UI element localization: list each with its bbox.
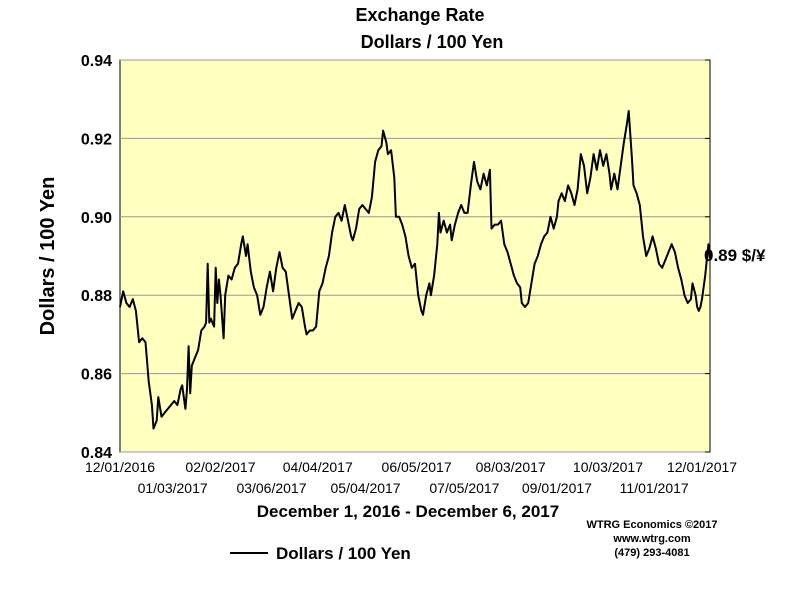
x-tick-label: 06/05/2017 (382, 459, 452, 475)
chart-title: Exchange Rate (355, 5, 484, 25)
y-tick-label: 0.94 (81, 53, 112, 70)
y-tick-label: 0.84 (81, 445, 112, 462)
x-tick-label: 01/03/2017 (138, 480, 208, 496)
x-tick-label: 08/03/2017 (476, 459, 546, 475)
y-tick-label: 0.90 (81, 210, 112, 227)
chart-subtitle: Dollars / 100 Yen (361, 32, 504, 52)
x-tick-label: 07/05/2017 (429, 480, 499, 496)
y-axis-label: Dollars / 100 Yen (37, 177, 59, 336)
x-tick-label: 04/04/2017 (283, 459, 353, 475)
y-tick-label: 0.88 (81, 288, 112, 305)
series-line-dollars-per-100-yen (119, 110, 711, 430)
x-tick-label: 12/01/2016 (85, 459, 155, 475)
x-tick-label: 11/01/2017 (620, 480, 689, 496)
y-tick-label: 0.92 (81, 131, 112, 148)
x-tick-label: 05/04/2017 (331, 480, 401, 496)
credit-line-2: www.wtrg.com (612, 533, 690, 545)
y-tick-label: 0.86 (81, 367, 112, 384)
credit-line-1: WTRG Economics ©2017 (587, 519, 718, 531)
x-tick-label: 09/01/2017 (522, 480, 592, 496)
x-tick-label: 12/01/2017 (667, 459, 737, 475)
x-axis-ticks: 12/01/2016 02/02/2017 04/04/2017 06/05/2017… (85, 459, 737, 496)
credit-line-3: (479) 293-4081 (614, 547, 689, 559)
x-axis-label: December 1, 2016 - December 6, 2017 (257, 502, 559, 521)
x-tick-label: 03/06/2017 (236, 480, 306, 496)
x-tick-label: 10/03/2017 (573, 459, 643, 475)
x-tick-label: 02/02/2017 (185, 459, 255, 475)
end-value-label: 0.89 $/¥ (704, 246, 766, 265)
y-axis-ticks: 0.94 0.92 0.90 0.88 0.86 0.84 (81, 53, 112, 462)
plot-area (119, 59, 711, 453)
legend-label: Dollars / 100 Yen (276, 544, 411, 563)
